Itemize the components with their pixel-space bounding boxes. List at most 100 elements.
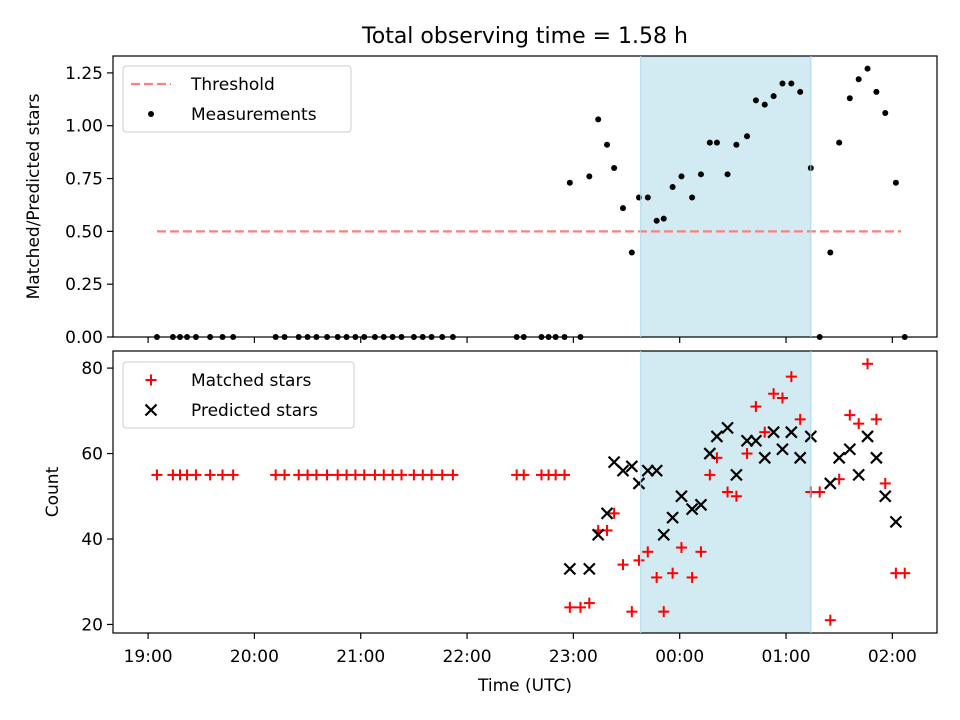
measurement-point xyxy=(586,173,593,180)
y-tick-label: 80 xyxy=(81,359,103,379)
legend-measurement-swatch xyxy=(148,111,154,117)
legend-label: Predicted stars xyxy=(191,401,318,421)
matched-star-point xyxy=(395,469,407,481)
measurement-point xyxy=(644,194,651,201)
measurement-point xyxy=(761,101,768,108)
matched-star-point xyxy=(870,413,882,425)
legend-matched-swatch xyxy=(145,374,157,386)
predicted-star-point xyxy=(563,562,577,576)
measurement-point xyxy=(864,65,871,72)
measurement-point xyxy=(892,179,899,186)
predicted-star-point xyxy=(767,425,780,439)
measurement-point xyxy=(660,215,667,222)
measurement-point xyxy=(836,139,843,146)
legend-label: Matched stars xyxy=(191,371,311,391)
measurement-point xyxy=(788,80,795,87)
figure-title: Total observing time = 1.58 h xyxy=(361,24,688,49)
matched-star-point xyxy=(862,358,874,370)
matched-star-point xyxy=(695,546,707,558)
matched-star-point xyxy=(279,469,291,481)
matched-star-point xyxy=(667,567,679,579)
measurement-point xyxy=(733,141,740,148)
x-tick-label: 01:00 xyxy=(762,647,811,667)
matched-star-point xyxy=(436,469,448,481)
matched-star-point xyxy=(358,469,370,481)
matched-star-point xyxy=(583,597,595,609)
predicted-star-point xyxy=(657,528,671,542)
matched-star-point xyxy=(844,409,856,421)
ratio-panel: 0.00 0.25 0.50 0.75 1.00 1.25 Matched/Predict… xyxy=(24,55,938,348)
measurement-point xyxy=(697,171,704,178)
matched-star-point xyxy=(518,469,530,481)
measurement-point xyxy=(855,76,862,83)
matched-star-point xyxy=(321,469,333,481)
x-tick-label: 19:00 xyxy=(124,647,173,667)
legend-predicted-swatch xyxy=(144,403,158,417)
y-tick-label: 20 xyxy=(81,615,103,635)
measurement-point xyxy=(779,80,786,87)
measurement-point xyxy=(882,110,889,117)
matched-star-point xyxy=(651,571,663,583)
measurement-point xyxy=(846,95,853,102)
measurement-point xyxy=(752,97,759,104)
matched-star-point xyxy=(750,401,762,413)
measurement-point xyxy=(669,183,676,190)
matched-star-point xyxy=(642,546,654,558)
measurement-point xyxy=(595,116,602,123)
legend-box xyxy=(122,361,355,429)
time-x-axis-label: Time (UTC) xyxy=(477,676,572,696)
measurement-point xyxy=(744,133,751,140)
matched-star-point xyxy=(776,392,788,404)
predicted-star-point xyxy=(710,430,724,443)
predicted-star-point xyxy=(600,507,614,520)
legend-box xyxy=(122,65,352,133)
predicted-star-point xyxy=(776,442,789,456)
matched-star-point xyxy=(879,477,891,489)
count-y-axis-label: Count xyxy=(43,466,63,517)
y-tick-label: 40 xyxy=(81,530,103,550)
matched-star-point xyxy=(686,571,698,583)
ratio-legend: Threshold Measurements xyxy=(122,65,352,133)
matched-star-point xyxy=(151,469,163,481)
matched-star-point xyxy=(217,469,229,481)
x-tick-label: 20:00 xyxy=(230,647,279,667)
predicted-star-point xyxy=(824,477,837,490)
y-tick-label: 0.75 xyxy=(65,170,103,190)
measurement-point xyxy=(619,205,626,212)
count-panel-frame xyxy=(112,350,938,634)
matched-star-point xyxy=(704,469,716,481)
matched-star-point xyxy=(633,554,645,566)
matched-star-point xyxy=(768,388,780,400)
y-tick-label: 1.00 xyxy=(65,117,103,137)
matched-star-point xyxy=(608,507,620,519)
predicted-star-point xyxy=(703,447,717,460)
predicted-star-point xyxy=(832,451,846,465)
matched-star-point xyxy=(899,567,911,579)
ratio-x-ticks xyxy=(147,337,893,343)
y-tick-label: 0.25 xyxy=(65,275,103,295)
measurement-point xyxy=(827,249,834,256)
matched-star-point xyxy=(730,490,742,502)
x-tick-label: 00:00 xyxy=(655,647,704,667)
y-tick-label: 1.25 xyxy=(65,64,103,84)
predicted-star-point xyxy=(730,468,743,482)
measurement-point xyxy=(678,173,685,180)
matched-star-point xyxy=(190,469,202,481)
matched-star-point xyxy=(722,486,734,498)
matched-star-point xyxy=(824,614,836,626)
predicted-star-point xyxy=(861,430,874,443)
y-tick-label: 60 xyxy=(81,445,103,465)
predicted-star-point xyxy=(616,464,630,477)
ratio-panel-frame xyxy=(112,55,938,338)
count-points xyxy=(151,358,911,626)
matched-star-point xyxy=(658,606,670,618)
measurement-point xyxy=(689,194,696,201)
measurement-point xyxy=(611,164,618,171)
x-tick-label: 22:00 xyxy=(443,647,492,667)
measurement-point xyxy=(713,139,720,146)
measurement-point xyxy=(873,88,880,95)
matched-star-point xyxy=(617,559,629,571)
predicted-star-point xyxy=(685,502,699,516)
matched-star-point xyxy=(574,601,586,613)
predicted-star-point xyxy=(632,477,646,490)
